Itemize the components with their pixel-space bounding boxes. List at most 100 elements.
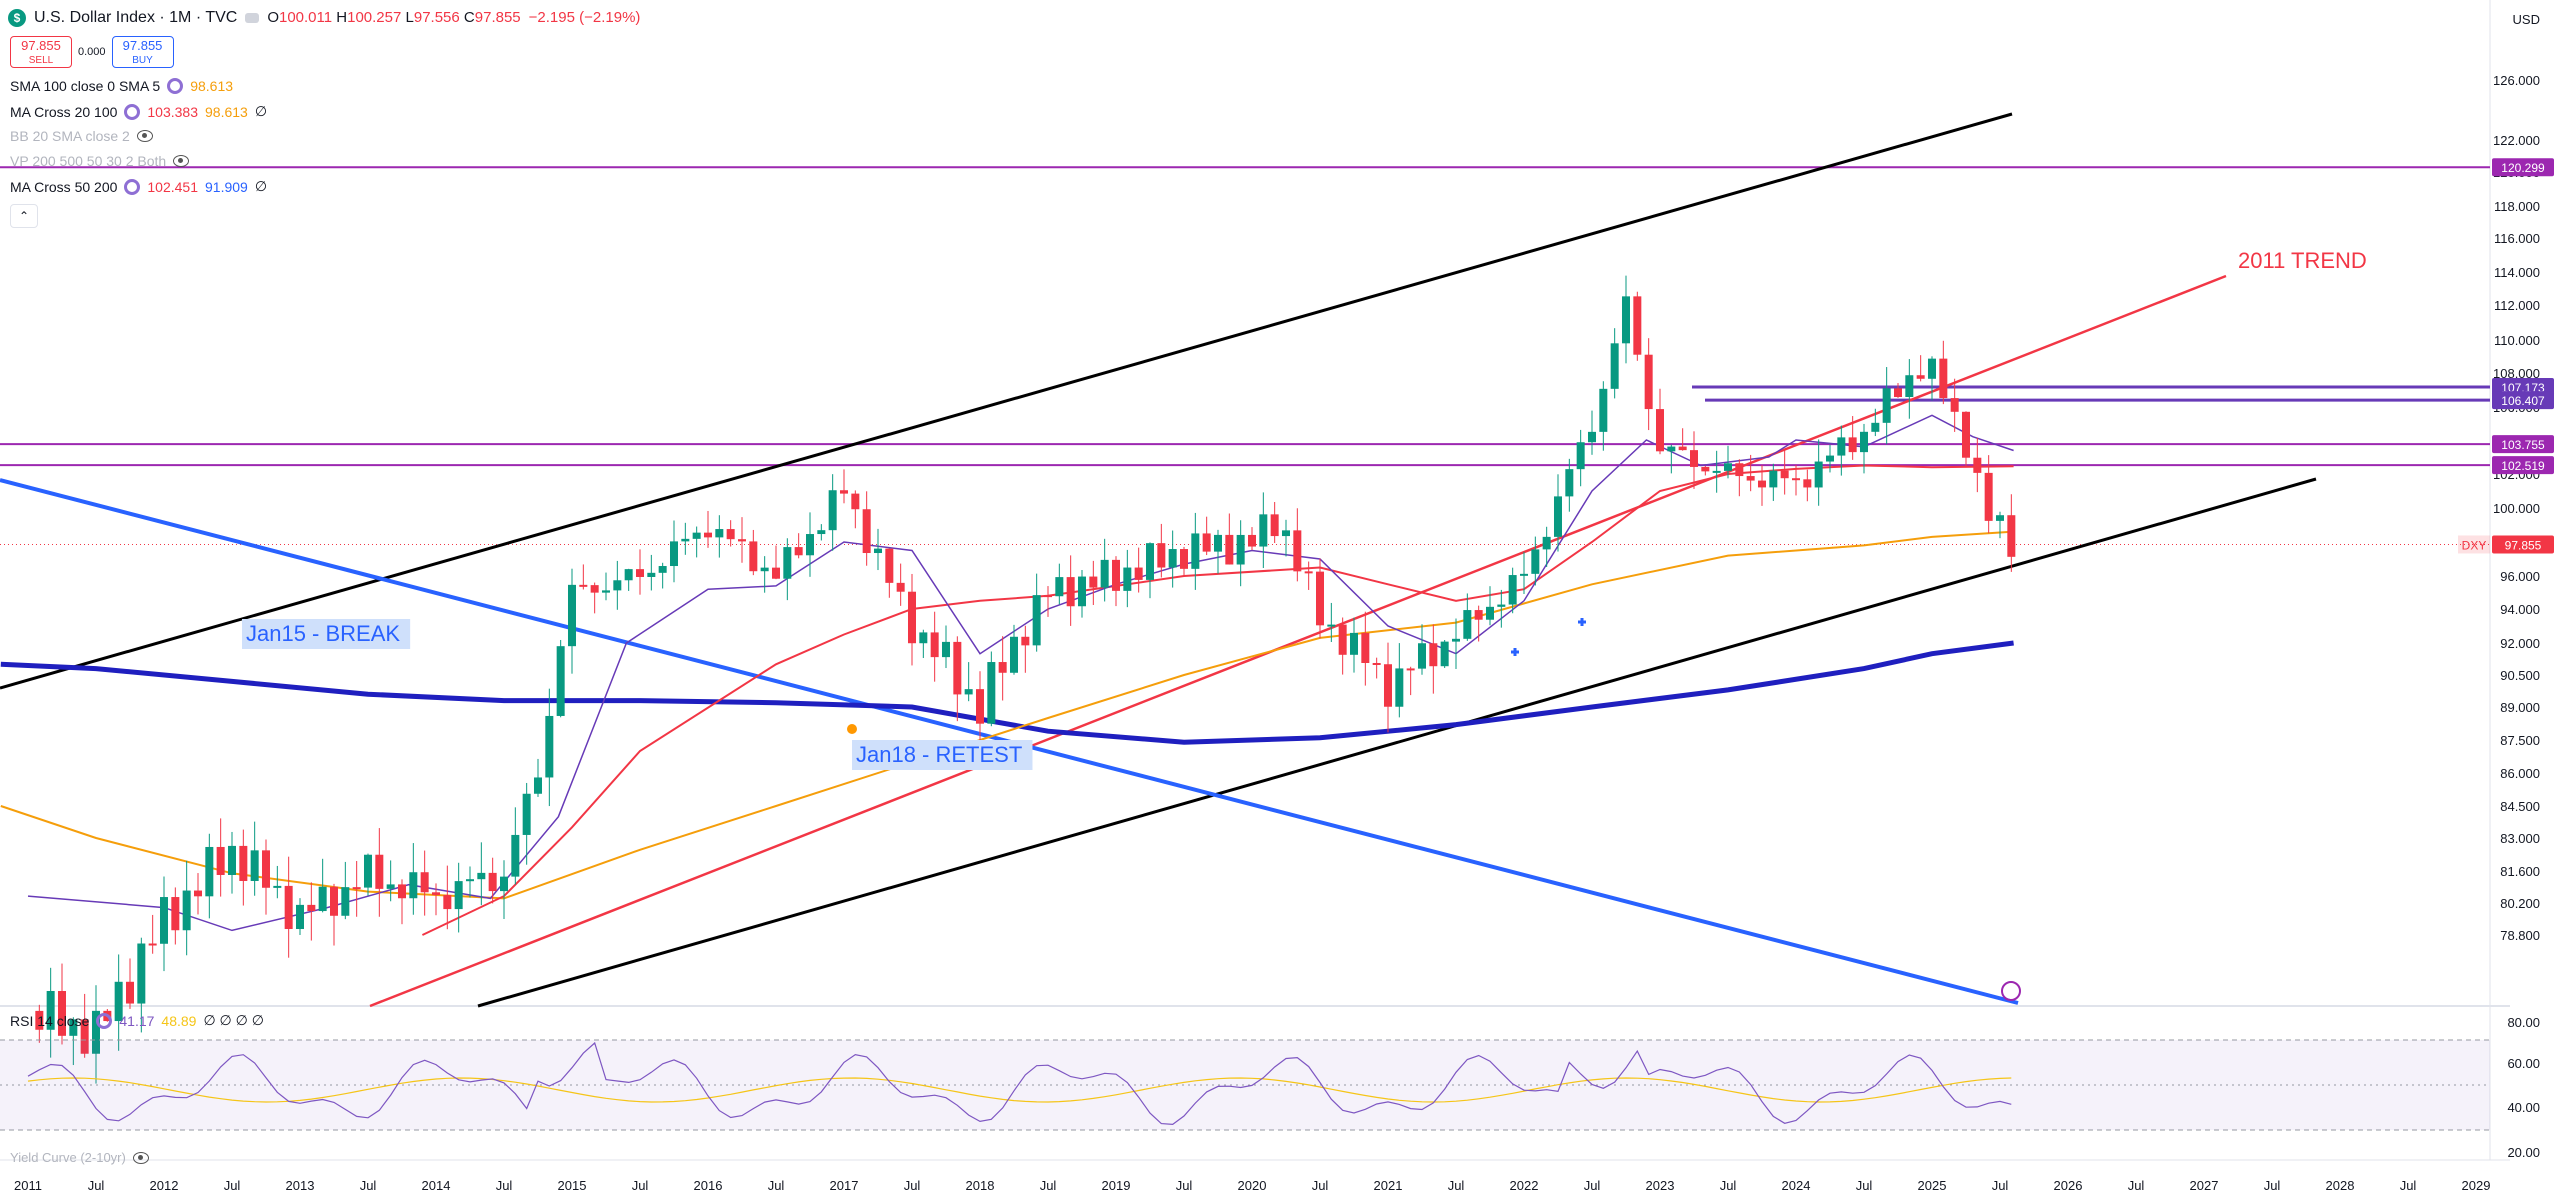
candle-body [227,845,236,875]
candle-body [1134,567,1143,580]
x-tick-label: Jul [1992,1178,2009,1193]
candle-body [159,897,168,944]
candle-body [1712,470,1721,473]
candle-body [386,884,395,889]
candle-body [1247,534,1256,547]
candle-body [1576,442,1585,470]
y-tick-label: 112.000 [2494,298,2540,313]
price-badge-bg [2492,535,2554,554]
x-tick-label: Jul [2400,1178,2417,1193]
candle-body [533,777,542,794]
candle-body [1055,577,1064,597]
indicator-name[interactable]: MA Cross 20 100 [10,103,118,120]
x-tick-label: 2018 [966,1178,995,1193]
candle-body [1236,534,1245,565]
rsi-label[interactable]: RSI 14 close [10,1012,90,1029]
y-tick-label: 90.500 [2500,668,2540,683]
sell-button[interactable]: 97.855 SELL [10,36,72,68]
candle-body [114,981,123,1022]
indicator-name[interactable]: BB 20 SMA close 2 [10,128,130,144]
indicator-value: 91.909 [205,178,248,195]
indicator-name[interactable]: SMA 100 close 0 SMA 5 [10,78,161,94]
candle-body [420,872,429,893]
candle-body [669,541,678,567]
collapse-indicators-button[interactable]: ⌃ [10,204,38,228]
buy-button[interactable]: 97.855 BUY [111,36,174,68]
candle-body [1780,470,1789,479]
candle-body [851,493,860,510]
x-tick-label: Jul [360,1178,377,1193]
settings-icon[interactable] [167,78,184,94]
candle-body [1304,571,1313,574]
candle-body [1939,358,1948,399]
price-badge: 103.755 [2501,438,2545,452]
x-tick-label: Jul [1448,1178,1465,1193]
x-tick-label: 2011 [14,1178,42,1193]
candle-body [1145,543,1154,580]
candle-body [1882,388,1891,423]
x-tick-label: Jul [2128,1178,2145,1193]
indicator-name[interactable]: VP 200 500 50 30 2 Both [10,153,167,169]
y-tick-label: 94.000 [2500,602,2540,617]
indicator-value: 102.451 [147,178,198,195]
candle-body [794,547,803,556]
x-tick-label: Jul [224,1178,241,1193]
candle-body [2007,515,2016,557]
candle-body [1293,530,1302,572]
candle-body [1973,457,1982,473]
x-tick-label: 2026 [2054,1178,2083,1193]
settings-icon[interactable] [124,178,141,195]
hidden-eye-icon[interactable] [132,1151,149,1164]
candle-body [1191,533,1200,569]
candle-body [1066,577,1075,607]
settings-icon[interactable] [96,1012,113,1029]
ma-200-line [0,640,2014,745]
x-tick-label: Jul [88,1178,105,1193]
candle-body [737,539,746,542]
rsi-ma-line [27,1077,2012,1103]
y-tick-label: 108.000 [2493,366,2540,381]
candle-body [862,509,871,554]
candle-body [1361,632,1370,663]
settings-icon[interactable] [124,103,141,120]
x-tick-label: 2022 [1510,1178,1539,1193]
candle-body [726,529,735,540]
rsi-tick-label: 80.00 [2507,1015,2540,1030]
candle-body [1689,450,1698,467]
y-tick-label: 96.000 [2500,569,2540,584]
candle-body [1451,638,1460,642]
candle-body [1655,409,1664,452]
candle-body [488,872,497,892]
y-tick-label: 100.000 [2493,501,2540,516]
y-tick-label: 87.500 [2500,733,2540,748]
indicator-name[interactable]: MA Cross 50 200 [10,178,118,195]
candle-body [1349,632,1358,655]
collapse-icon[interactable] [245,13,260,23]
hidden-eye-icon[interactable] [136,130,153,142]
x-tick-label: Jul [2264,1178,2281,1193]
candle-body [1202,533,1211,552]
cross-marker [1578,618,1586,626]
x-tick-label: 2014 [422,1178,451,1193]
x-tick-label: 2023 [1646,1178,1675,1193]
candle-body [1565,469,1574,497]
candle-body [1270,514,1279,537]
candle-body [125,981,134,1004]
candle-body [681,538,690,542]
candle-body [1791,478,1800,481]
currency-label[interactable]: USD [2512,12,2540,27]
candle-body [35,1010,44,1030]
rsi-tick-label: 20.00 [2507,1145,2540,1160]
cross-marker [1511,648,1519,656]
symbol-title[interactable]: U.S. Dollar Index · 1M · TVC [34,9,238,26]
rsi-legend: RSI 14 close 41.17 48.89 ∅ ∅ ∅ ∅ [10,1012,264,1029]
hidden-eye-icon[interactable] [173,155,190,167]
rsi-empty-values: ∅ ∅ ∅ ∅ [203,1012,264,1028]
yield-curve-label[interactable]: Yield Curve (2-10yr) [10,1150,126,1165]
alert-icon [2001,981,2021,1001]
indicator-value: 103.383 [147,103,198,120]
x-tick-label: Jul [1040,1178,1057,1193]
candle-body [1769,470,1778,488]
candle-body [635,569,644,577]
